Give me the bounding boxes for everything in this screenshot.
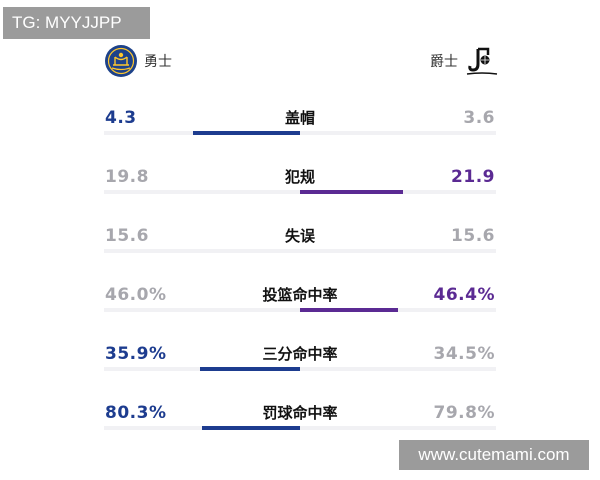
stat-label: 罚球命中率 (262, 404, 338, 422)
stat-row: 46.0% 投篮命中率 46.4% (0, 279, 600, 319)
home-team-name: 勇士 (144, 54, 172, 70)
stat-row: 80.3% 罚球命中率 79.8% (0, 397, 600, 437)
stat-row: 19.8 犯规 21.9 (0, 161, 600, 201)
home-stat-value: 80.3% (105, 403, 167, 423)
away-lead-bar (300, 308, 398, 312)
home-stat-track (104, 190, 300, 194)
away-stat-track (300, 249, 496, 253)
home-lead-bar (202, 426, 300, 430)
stat-label: 盖帽 (284, 109, 315, 127)
home-team-header: 勇士 (104, 43, 178, 79)
away-stat-track (300, 308, 496, 312)
away-stat-track (300, 367, 496, 371)
stat-label: 三分命中率 (262, 345, 338, 363)
home-stat-value: 35.9% (105, 344, 167, 364)
home-stat-track (104, 308, 300, 312)
stat-label: 犯规 (284, 168, 315, 186)
warriors-logo-icon (105, 45, 137, 77)
home-lead-bar (193, 131, 300, 135)
watermark-top-left: TG: MYYJJPP (3, 7, 150, 39)
home-stat-track (104, 249, 300, 253)
away-team-name: 爵士 (430, 54, 458, 70)
away-stat-value: 15.6 (451, 226, 495, 246)
home-stat-value: 15.6 (105, 226, 149, 246)
away-stat-track (300, 131, 496, 135)
away-stat-value: 21.9 (451, 167, 495, 187)
stat-label: 失误 (284, 227, 315, 245)
jazz-logo-icon (466, 47, 498, 75)
stat-row: 15.6 失误 15.6 (0, 220, 600, 260)
stat-row: 4.3 盖帽 3.6 (0, 102, 600, 142)
away-stat-track (300, 426, 496, 430)
stat-row: 35.9% 三分命中率 34.5% (0, 338, 600, 378)
home-stat-value: 4.3 (105, 108, 137, 128)
away-stat-value: 79.8% (433, 403, 495, 423)
home-lead-bar (200, 367, 300, 371)
home-stat-value: 19.8 (105, 167, 149, 187)
away-lead-bar (300, 190, 403, 194)
away-stat-value: 3.6 (463, 108, 495, 128)
away-team-header: 爵士 (424, 43, 500, 79)
away-stat-value: 46.4% (433, 285, 495, 305)
stat-label: 投篮命中率 (262, 286, 338, 304)
away-stat-value: 34.5% (433, 344, 495, 364)
watermark-bottom-right: www.cutemami.com (399, 440, 589, 470)
home-stat-value: 46.0% (105, 285, 167, 305)
